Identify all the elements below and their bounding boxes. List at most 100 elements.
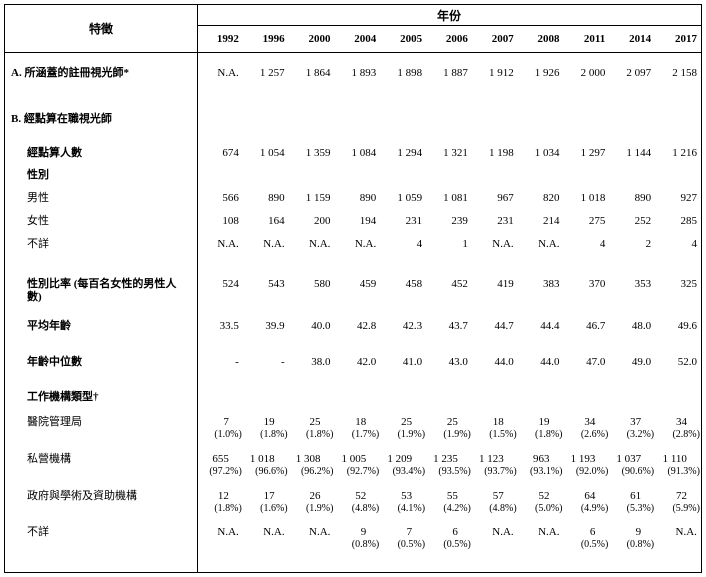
cell-value: N.A. <box>263 238 285 250</box>
cell-value: 200 <box>313 215 331 227</box>
data-cell: 38.0 <box>289 356 335 369</box>
table-row: 男性 566 890 1 159 890 1 059 1 081 967 820 1 018 890… <box>5 192 701 205</box>
data-cell: N.A. <box>289 238 335 251</box>
cell-value: 1 198 <box>488 147 514 159</box>
data-cell: 452 <box>426 278 472 291</box>
cell-percentage: (93.4%) <box>392 466 426 477</box>
cell-percentage: (4.1%) <box>397 503 426 514</box>
cell-value: 370 <box>588 278 606 290</box>
data-cell: 566 <box>197 192 243 205</box>
data-cell: 1 898 <box>380 67 426 80</box>
cell-value: 1 887 <box>443 67 468 79</box>
data-cell: N.A. <box>472 526 518 551</box>
cell-count: 53 <box>401 490 413 502</box>
cell-count: 52 <box>538 490 550 502</box>
cell-value: 2 000 <box>580 67 606 79</box>
cell-count: 655 <box>212 453 229 465</box>
data-cell: 419 <box>472 278 518 291</box>
data-cell: 1 034 <box>518 147 564 160</box>
cell-percentage: (1.6%) <box>260 503 288 514</box>
cell-value: 41.0 <box>402 356 423 368</box>
year-column-header: 2014 <box>629 33 652 45</box>
data-cell: 2 158 <box>655 67 701 80</box>
cell-percentage: (96.6%) <box>255 466 288 477</box>
data-cell: 37 (3.2%) <box>609 416 655 441</box>
data-cell: 9 (0.8%) <box>609 526 655 551</box>
data-cell: 890 <box>334 192 380 205</box>
table-row: 醫院管理局 7 (1.0%) 19 (1.8%) 25 (1.8%) 18 (1.7%) 25 (1… <box>5 416 701 441</box>
row-cells: 524 543 580 459 458 452 419 383 370 353 325 <box>197 278 701 291</box>
data-cell: 967 <box>472 192 518 205</box>
cell-percentage: (3.2%) <box>626 429 655 440</box>
year-column-header: 2006 <box>445 33 468 45</box>
data-cell: 53 (4.1%) <box>380 490 426 515</box>
data-cell: 33.5 <box>197 320 243 333</box>
cell-value: N.A. <box>538 238 560 250</box>
year-header-group: 年份 1992 1996 2000 2004 2005 2006 2007 2008 2011 2… <box>197 5 701 52</box>
cell-percentage: (0.8%) <box>626 539 655 550</box>
cell-value: - <box>280 356 285 368</box>
data-cell: 25 (1.9%) <box>380 416 426 441</box>
data-cell: 580 <box>289 278 335 291</box>
data-cell: 2 <box>609 238 655 251</box>
cell-value: 1 926 <box>534 67 560 79</box>
cell-value: 1 297 <box>580 147 606 159</box>
cell-value: N.A. <box>538 526 560 538</box>
cell-value: 452 <box>451 278 468 290</box>
row-label: A. 所涵蓋的註冊視光師* <box>11 67 129 79</box>
cell-percentage: (5.0%) <box>535 503 563 514</box>
data-cell: N.A. <box>334 238 380 251</box>
cell-value: N.A. <box>675 526 697 538</box>
data-cell: 49.6 <box>655 320 701 333</box>
data-cell: 48.0 <box>609 320 655 333</box>
row-label: 不詳 <box>27 526 49 538</box>
cell-value: 820 <box>543 192 560 204</box>
data-cell: 1 123 (93.7%) <box>472 453 518 478</box>
cell-value: 252 <box>634 215 652 227</box>
data-cell: 47.0 <box>564 356 610 369</box>
cell-value: 325 <box>680 278 697 290</box>
data-cell: 927 <box>655 192 701 205</box>
table-row: 年齡中位數 - - 38.0 42.0 41.0 43.0 44.0 44.0 47.0 49.0 5… <box>5 356 701 369</box>
cell-value: 1 159 <box>305 192 331 204</box>
data-cell: 12 (1.8%) <box>197 490 243 515</box>
cell-value: 1 059 <box>397 192 423 204</box>
cell-count: 1 209 <box>387 453 413 465</box>
data-cell: 17 (1.6%) <box>243 490 289 515</box>
data-cell: 239 <box>426 215 472 228</box>
cell-value: 543 <box>268 278 285 290</box>
cell-count: 7 <box>406 526 413 538</box>
data-cell: 2 000 <box>564 67 610 80</box>
data-cell: 1 144 <box>609 147 655 160</box>
row-label: 私營機構 <box>27 453 71 465</box>
cell-percentage: (1.9%) <box>305 503 334 514</box>
table-row: 女性 108 164 200 194 231 239 231 214 275 252 285 <box>5 215 701 228</box>
data-cell: 34 (2.6%) <box>564 416 610 441</box>
row-cells: 33.5 39.9 40.0 42.8 42.3 43.7 44.7 44.4 46.7 48.0… <box>197 320 701 333</box>
cell-value: 43.0 <box>448 356 468 368</box>
cell-value: 44.4 <box>540 320 560 332</box>
year-column-header: 2008 <box>537 33 560 45</box>
data-cell: N.A. <box>197 526 243 551</box>
data-cell: 890 <box>609 192 655 205</box>
data-cell: 275 <box>564 215 610 228</box>
cell-count: 61 <box>630 490 642 502</box>
year-columns-row: 1992 1996 2000 2004 2005 2006 2007 2008 2011 2014… <box>197 26 701 52</box>
cell-value: 458 <box>405 278 423 290</box>
year-column-header: 2005 <box>400 33 423 45</box>
data-cell: 1 054 <box>243 147 289 160</box>
cell-count: 1 005 <box>341 453 367 465</box>
data-cell: 285 <box>655 215 701 228</box>
optometrists-statistics-table: 特徵 年份 1992 1996 2000 2004 2005 2006 2007 2008 20… <box>4 4 702 573</box>
cell-value: 1 359 <box>305 147 331 159</box>
row-cells: 7 (1.0%) 19 (1.8%) 25 (1.8%) 18 (1.7%) 25 (1.9%) 2… <box>197 416 701 441</box>
data-cell: N.A. <box>289 526 335 551</box>
table-row: 平均年齡 33.5 39.9 40.0 42.8 42.3 43.7 44.7 44.4 46.7… <box>5 320 701 333</box>
data-cell: 55 (4.2%) <box>426 490 472 515</box>
cell-count: 34 <box>675 416 687 428</box>
cell-percentage: (0.5%) <box>580 539 609 550</box>
cell-value: N.A. <box>309 526 331 538</box>
row-label: 年齡中位數 <box>27 356 82 368</box>
cell-value: 1 893 <box>351 67 377 79</box>
cell-percentage: (1.8%) <box>535 429 563 440</box>
